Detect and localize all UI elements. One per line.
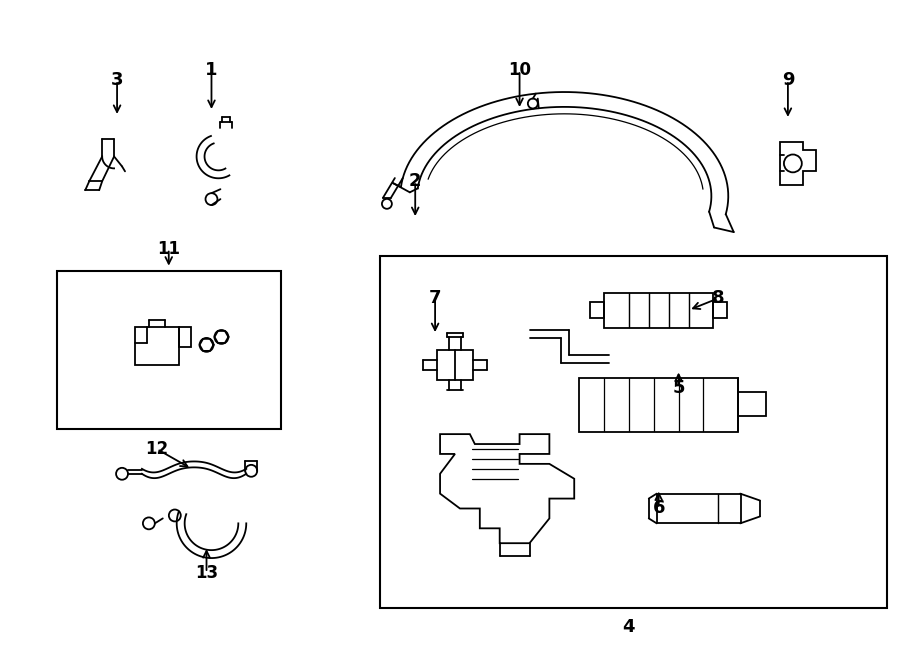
Text: 10: 10 (508, 61, 531, 79)
Bar (738, 393, 766, 416)
Text: 8: 8 (712, 290, 724, 307)
Text: 1: 1 (205, 61, 218, 79)
Bar (179, 327, 191, 347)
Bar (590, 302, 604, 318)
Text: 13: 13 (195, 564, 218, 582)
Bar (58, 270, 281, 429)
Bar (657, 494, 742, 524)
Text: 5: 5 (672, 379, 685, 397)
Text: 12: 12 (145, 440, 168, 458)
Bar (580, 377, 738, 432)
Bar (437, 350, 472, 379)
Text: 4: 4 (623, 619, 635, 637)
Text: 9: 9 (782, 71, 794, 89)
Text: 7: 7 (428, 290, 441, 307)
Bar (135, 327, 179, 365)
Bar (604, 293, 714, 328)
Bar (714, 302, 727, 318)
Text: 6: 6 (652, 500, 665, 518)
Text: 2: 2 (409, 173, 421, 190)
Bar (381, 256, 887, 607)
Text: 3: 3 (111, 71, 123, 89)
Text: 11: 11 (158, 240, 180, 258)
